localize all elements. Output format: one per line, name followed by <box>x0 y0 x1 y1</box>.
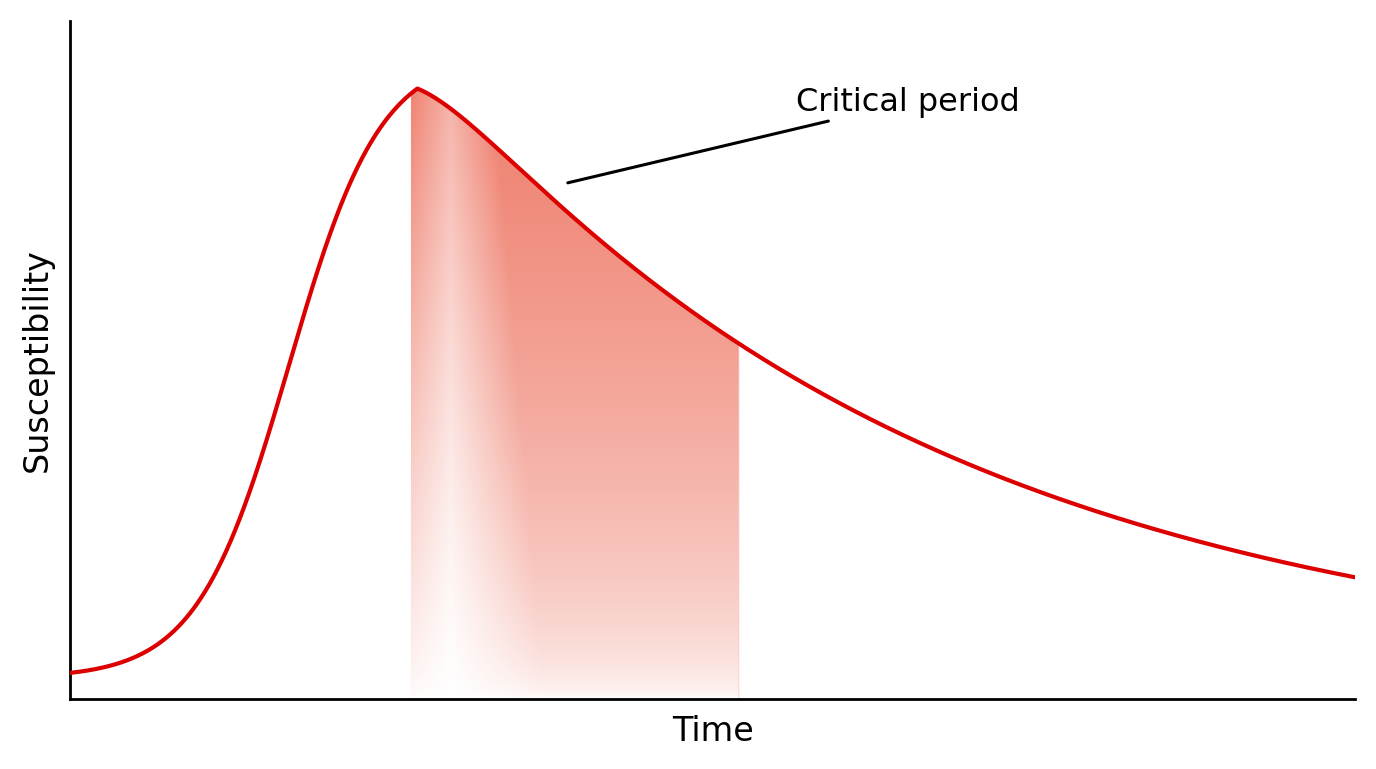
Text: Critical period: Critical period <box>568 87 1020 183</box>
X-axis label: Time: Time <box>671 715 754 748</box>
Y-axis label: Susceptibility: Susceptibility <box>21 248 54 471</box>
